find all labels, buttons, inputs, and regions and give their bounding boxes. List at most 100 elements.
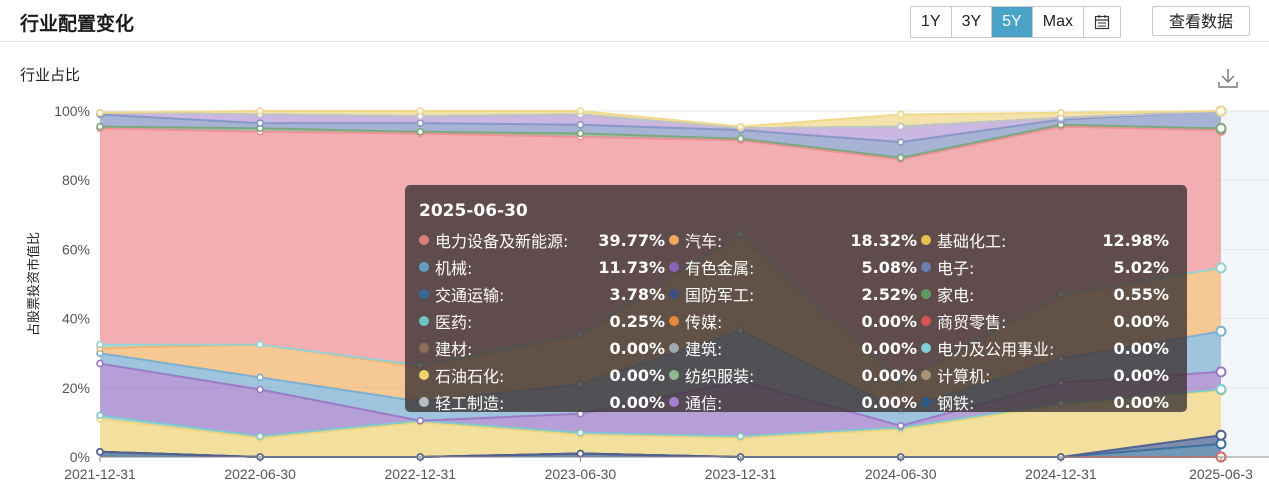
tooltip-dot-icon [419,316,429,326]
tooltip-item-name: 传媒: [685,313,723,332]
tooltip-dot-icon [419,397,429,407]
range-3y-button[interactable]: 3Y [951,7,993,37]
tooltip-grid: 电力设备及新能源: 39.77% 汽车: 18.32% 基础化工: 12.98% 机械: 11… [419,227,1173,415]
tooltip-dot-icon [921,316,931,326]
tooltip-item-value: 0.00% [861,311,917,331]
data-point [96,448,104,456]
calendar-button[interactable] [1083,7,1120,37]
page-title: 行业配置变化 [20,13,135,35]
y-tick-label: 0% [70,449,90,465]
data-point [896,138,905,146]
data-point [576,129,585,138]
range-5y-button[interactable]: 5Y [992,7,1033,37]
tooltip-item-value: 0.00% [1113,311,1169,331]
tooltip-item-name: 有色金属: [685,259,755,278]
tooltip-dot-icon [921,262,931,272]
tooltip-item-value: 5.02% [1113,257,1169,277]
tooltip-item: 电力及公用事业: 0.00% [921,335,1173,361]
data-point [96,340,104,349]
tooltip-item-name: 钢铁: [937,394,975,413]
tooltip-item-name: 纺织服装: [685,367,755,386]
range-selector: 1Y 3Y 5Y Max [910,6,1121,38]
tooltip-item: 通信: 0.00% [669,389,921,415]
line-series-10 [99,125,1222,161]
data-point [96,359,104,368]
area-series-4 [100,390,1221,457]
data-point [736,432,745,441]
data-point [1215,383,1227,395]
tooltip-dot-icon [921,370,931,380]
header-bar: 行业配置变化 1Y 3Y 5Y Max 查看数据 [0,0,1269,42]
tooltip-dot-icon [669,289,679,299]
x-tick-label: 2023-12-31 [705,466,777,482]
range-max-button[interactable]: Max [1032,7,1084,37]
tooltip-item-value: 5.08% [861,257,917,277]
tooltip-item-name: 国防军工: [685,286,755,305]
y-tick-label: 60% [62,241,90,257]
line-series-15 [99,110,1222,130]
data-point [256,373,264,382]
tooltip-item-name: 汽车: [685,232,723,251]
tooltip-item: 建筑: 0.00% [669,335,921,361]
x-tick-label: 2023-06-30 [545,466,617,482]
data-point [576,107,585,115]
chart-tooltip: 2025-06-30 电力设备及新能源: 39.77% 汽车: 18.32% 基础化工:… [405,185,1187,415]
tooltip-dot-icon [669,343,679,353]
calendar-icon [1094,15,1110,30]
y-tick-label: 40% [62,311,90,327]
data-point [256,107,264,115]
view-data-button[interactable]: 查看数据 [1152,6,1250,36]
tooltip-dot-icon [419,235,429,245]
x-tick-label: 2024-06-30 [865,466,937,482]
line-series-11 [99,123,1222,159]
y-axis-label: 占股票投资市值比 [26,232,42,336]
tooltip-item-value: 0.00% [609,365,665,385]
tooltip-dot-icon [669,397,679,407]
tooltip-item-value: 39.77% [598,230,665,250]
tooltip-item-value: 2.52% [861,284,917,304]
tooltip-dot-icon [419,289,429,299]
tooltip-dot-icon [419,343,429,353]
data-point [416,107,425,115]
data-point [1215,105,1227,117]
data-point [576,449,585,458]
x-tick-label: 2025-06-3 [1189,466,1253,482]
data-point [736,122,745,131]
tooltip-dot-icon [669,235,679,245]
tooltip-item: 机械: 11.73% [419,254,669,280]
data-point [1215,262,1227,274]
y-tick-label: 80% [62,172,90,188]
tooltip-item-name: 商贸零售: [937,313,1007,332]
data-point [896,422,905,430]
tooltip-dot-icon [921,235,931,245]
data-point [256,340,264,349]
tooltip-item: 电子: 5.02% [921,254,1173,280]
download-icon[interactable] [1216,66,1240,90]
data-point [96,122,104,131]
data-point [1057,108,1065,117]
x-tick-label: 2021-12-31 [64,466,136,482]
tooltip-item-name: 交通运输: [435,286,505,305]
tooltip-item-value: 11.73% [598,257,665,277]
data-point [416,119,425,127]
tooltip-item: 商贸零售: 0.00% [921,308,1173,334]
tooltip-item-name: 机械: [435,259,473,278]
data-point [256,432,264,441]
tooltip-item: 医药: 0.25% [419,308,669,334]
tooltip-item: 轻工制造: 0.00% [419,389,669,415]
tooltip-dot-icon [669,262,679,272]
tooltip-item: 建材: 0.00% [419,335,669,361]
tooltip-item-value: 0.00% [1113,392,1169,412]
data-point [896,153,905,162]
tooltip-item-name: 计算机: [937,367,991,386]
tooltip-item-name: 家电: [937,286,975,305]
data-point [96,108,104,117]
tooltip-item: 家电: 0.55% [921,281,1173,307]
range-1y-button[interactable]: 1Y [911,7,952,37]
tooltip-item: 纺织服装: 0.00% [669,362,921,388]
data-point [896,110,905,119]
y-tick-label: 100% [54,103,90,119]
tooltip-item: 汽车: 18.32% [669,227,921,253]
line-series-16 [99,110,1222,128]
data-point [576,428,585,437]
